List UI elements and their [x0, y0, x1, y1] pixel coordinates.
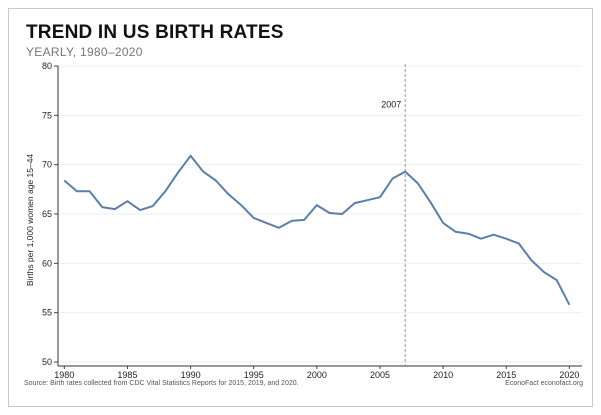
y-tick-label: 65: [42, 209, 52, 219]
data-point: [189, 155, 191, 157]
data-point: [455, 231, 457, 233]
data-point: [492, 234, 494, 236]
data-point: [429, 201, 431, 203]
x-tick-label: 1985: [117, 370, 137, 380]
data-point: [518, 242, 520, 244]
data-point: [227, 193, 229, 195]
data-point: [328, 212, 330, 214]
data-point: [278, 227, 280, 229]
data-point: [442, 222, 444, 224]
y-tick-label: 55: [42, 308, 52, 318]
data-point: [391, 177, 393, 179]
data-point: [379, 196, 381, 198]
x-tick-label: 1995: [244, 370, 264, 380]
y-tick-label: 80: [42, 61, 52, 71]
x-tick-label: 2010: [433, 370, 453, 380]
data-point: [341, 213, 343, 215]
y-tick-label: 50: [42, 357, 52, 367]
grid-lines: [58, 65, 582, 363]
data-point: [480, 238, 482, 240]
annotation-label: 2007: [381, 99, 401, 109]
annotation-group: 2007: [381, 64, 406, 366]
series-group: [63, 154, 571, 306]
data-point: [164, 190, 166, 192]
data-point: [417, 182, 419, 184]
y-tick-label: 60: [42, 258, 52, 268]
data-point: [63, 179, 65, 181]
chart-title: TREND IN US BIRTH RATES: [26, 22, 284, 43]
y-tick-labels: 50 55 60 65 70 75 80: [42, 61, 52, 367]
data-point: [556, 279, 558, 281]
data-point: [253, 217, 255, 219]
data-point: [354, 202, 356, 204]
y-tick-label: 75: [42, 110, 52, 120]
data-point: [505, 238, 507, 240]
x-tick-labels: 1980 1985 1990 1995 2000 2005 2010 2015 2020: [54, 370, 579, 380]
birth-rate-line: [63, 154, 571, 306]
data-point: [404, 170, 406, 172]
x-tick-label: 2000: [307, 370, 327, 380]
chart-subtitle: YEARLY, 1980–2020: [26, 45, 143, 59]
x-tick-label: 1990: [181, 370, 201, 380]
data-point: [101, 206, 103, 208]
x-tick-label: 1980: [54, 370, 74, 380]
data-point: [303, 219, 305, 221]
x-tick-label: 2020: [559, 370, 579, 380]
data-point: [568, 304, 570, 306]
brand-credit: EconoFact econofact.org: [505, 380, 583, 387]
axes: [54, 65, 582, 369]
data-point: [366, 199, 368, 201]
data-point: [316, 204, 318, 206]
data-point: [530, 259, 532, 261]
x-tick-label: 2005: [370, 370, 390, 380]
data-point: [290, 220, 292, 222]
data-point: [177, 171, 179, 173]
data-point: [240, 204, 242, 206]
data-point: [76, 190, 78, 192]
x-tick-label: 2015: [496, 370, 516, 380]
data-point: [126, 200, 128, 202]
data-point: [265, 222, 267, 224]
data-point: [215, 179, 217, 181]
y-tick-label: 70: [42, 160, 52, 170]
y-axis-label: Births per 1,000 women age 15–44: [25, 154, 35, 287]
data-point: [88, 190, 90, 192]
data-point: [202, 170, 204, 172]
data-point: [139, 209, 141, 211]
data-point: [114, 208, 116, 210]
data-point: [543, 271, 545, 273]
data-point: [152, 205, 154, 207]
data-point: [467, 233, 469, 235]
source-note: Source: Birth rates collected from CDC V…: [24, 380, 299, 387]
